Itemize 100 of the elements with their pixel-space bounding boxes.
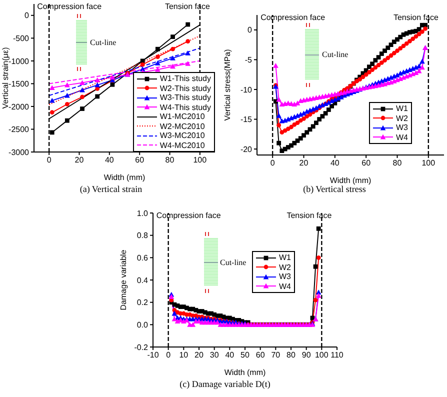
point: [64, 92, 70, 98]
x-tick-label: 0: [46, 156, 52, 165]
point: [276, 140, 282, 146]
point: [273, 62, 278, 68]
point: [80, 80, 85, 85]
point: [110, 82, 115, 87]
x-tick-label: 100: [314, 350, 329, 360]
point: [168, 294, 174, 299]
y-tick-label: -1000: [8, 56, 30, 66]
y-tick-label: 0.2: [136, 298, 149, 308]
legend-label: W4: [396, 132, 408, 142]
legend-label: W1-MC2010: [160, 112, 205, 122]
point: [302, 116, 306, 121]
x-tick-label: 20: [194, 350, 204, 360]
point: [395, 48, 400, 53]
text: (b) Vertical stress: [302, 184, 366, 194]
y-tick-label: -5: [244, 56, 253, 65]
point: [140, 62, 145, 67]
y-axis-title: Damage variable: [119, 249, 128, 310]
y-tick-label: -10: [240, 85, 253, 94]
point: [379, 60, 384, 65]
ref-line-label: Compression face: [37, 2, 102, 11]
point: [95, 94, 100, 99]
point: [373, 58, 378, 62]
legend-label: W1-This study: [160, 74, 211, 84]
y-axis-title: Vertical stress(MPa): [223, 48, 232, 121]
point: [155, 46, 160, 52]
y-tick-label: 0.0: [136, 320, 149, 330]
point: [64, 118, 70, 123]
text: (a) Vertical strain: [78, 184, 144, 194]
point: [49, 85, 55, 90]
legend-label: W2-MC2010: [160, 122, 205, 131]
point: [419, 64, 425, 70]
legend-label: W2: [279, 262, 291, 272]
x-tick-label: 70: [271, 350, 281, 360]
legend-label: W3: [279, 272, 291, 282]
point: [317, 117, 322, 122]
point: [420, 29, 424, 34]
point: [185, 60, 191, 66]
point: [370, 68, 375, 72]
point: [50, 110, 54, 115]
point: [367, 70, 372, 74]
x-tick-label: 100: [193, 156, 208, 165]
point: [316, 103, 322, 108]
annotation: Cut-line: [220, 258, 247, 267]
point: [49, 98, 55, 103]
point: [155, 54, 160, 60]
point: [316, 255, 321, 260]
y-tick-label: 0.8: [136, 231, 149, 240]
x-tick-label: 10: [179, 350, 189, 360]
point: [323, 111, 328, 116]
point: [410, 36, 416, 42]
x-tick-label: 40: [225, 350, 235, 360]
point: [170, 46, 175, 52]
x-tick-label: 60: [256, 350, 266, 360]
point: [419, 58, 425, 64]
point: [386, 46, 390, 50]
point: [186, 39, 190, 44]
y-tick-label: 0.6: [136, 254, 149, 263]
y-tick-label: 0.4: [136, 276, 149, 285]
point: [310, 124, 316, 129]
point: [404, 41, 409, 46]
x-tick-label: 100: [422, 158, 436, 168]
annotation: Cut-line: [322, 50, 349, 59]
point: [401, 44, 406, 48]
point: [170, 34, 175, 39]
point: [376, 55, 381, 60]
point: [276, 123, 282, 128]
legend-label: W3: [396, 123, 408, 132]
legend-label: W3-This study: [160, 93, 211, 102]
x-tick-label: 60: [135, 156, 145, 165]
point: [64, 102, 70, 106]
legend-label: W1: [279, 253, 291, 262]
point: [386, 56, 390, 60]
y-tick-label: 0: [248, 26, 253, 35]
point: [326, 108, 331, 112]
point: [185, 50, 191, 56]
point: [313, 264, 318, 269]
point: [382, 58, 387, 62]
x-tick-label: 90: [302, 350, 312, 360]
legend-label: W2-This study: [160, 84, 211, 93]
point: [64, 82, 70, 88]
x-tick-label: 60: [362, 158, 372, 168]
y-tick-label: -500: [12, 34, 30, 43]
point: [398, 46, 403, 51]
legend-label: W2: [396, 114, 408, 123]
point: [170, 55, 176, 60]
point: [140, 58, 145, 64]
legend-label: W4-MC2010: [160, 140, 205, 150]
point: [172, 310, 178, 316]
point: [358, 77, 362, 82]
x-axis-title: Width (mm): [224, 368, 266, 377]
point: [316, 292, 322, 298]
y-tick-label: 1.0: [136, 208, 149, 218]
point: [80, 87, 85, 92]
x-tick-label: 50: [240, 350, 250, 360]
y-tick-label: -0.2: [134, 342, 149, 352]
y-tick-label: -20: [240, 144, 253, 154]
x-tick-label: 40: [104, 156, 114, 165]
x-tick-label: 30: [210, 350, 220, 360]
